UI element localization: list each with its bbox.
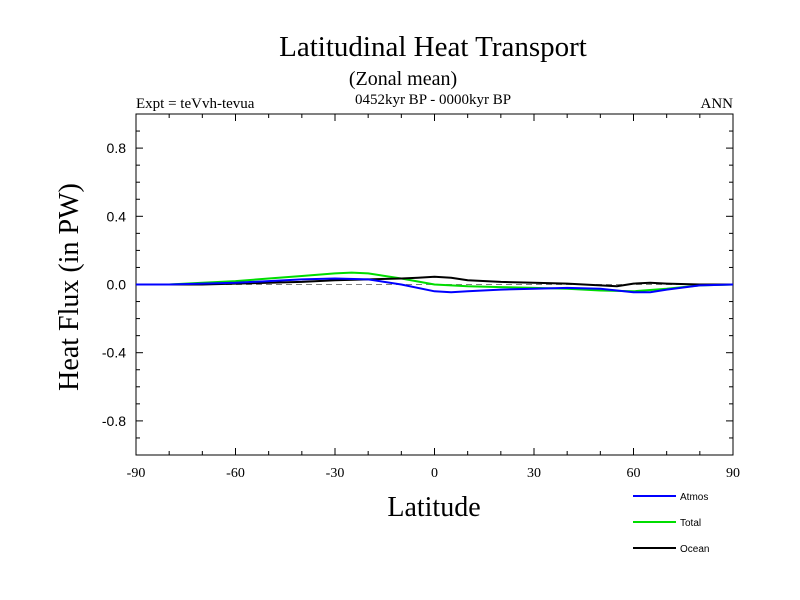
legend-label-ocean: Ocean <box>680 544 709 555</box>
legend-label-atmos: Atmos <box>680 492 708 503</box>
x-tick-label: -90 <box>127 466 146 481</box>
y-axis-label: Heat Flux (in PW) <box>54 183 85 391</box>
y-tick-label: -0.4 <box>102 345 126 361</box>
x-tick-label: 30 <box>527 466 541 481</box>
series-line-ocean <box>136 275 733 288</box>
series-line-atmos <box>136 277 734 294</box>
x-tick-label: -60 <box>226 466 245 481</box>
experiment-label: Expt = teVvh-tevua <box>136 96 255 112</box>
x-tick-label: 0 <box>431 466 438 481</box>
x-axis-label: Latitude <box>387 492 480 523</box>
y-tick-label: 0.0 <box>107 277 127 293</box>
x-tick-label: 90 <box>726 466 740 481</box>
y-tick-label: 0.8 <box>107 140 127 156</box>
series-line-total <box>136 271 734 293</box>
legend: Atmos Total Ocean <box>633 492 709 555</box>
x-tick-label: 60 <box>627 466 641 481</box>
x-tick-label: -30 <box>326 466 345 481</box>
chart-title: Latitudinal Heat Transport <box>279 31 587 63</box>
y-tick-label: 0.4 <box>107 208 127 224</box>
season-label: ANN <box>701 96 734 112</box>
y-tick-label: -0.8 <box>102 413 126 429</box>
legend-label-total: Total <box>680 518 701 529</box>
chart-period: 0452kyr BP - 0000kyr BP <box>355 92 511 108</box>
chart-subtitle: (Zonal mean) <box>349 68 457 90</box>
